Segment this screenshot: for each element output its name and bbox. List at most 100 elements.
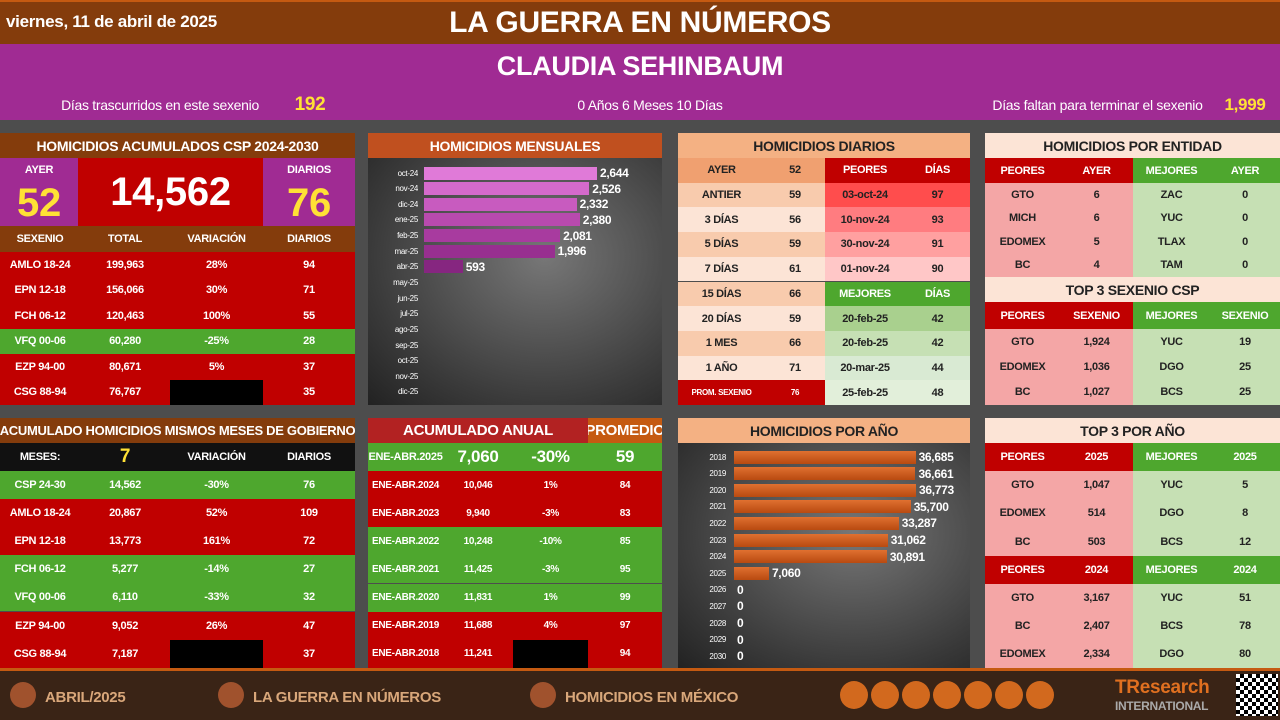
table-cell [513, 639, 588, 668]
category-label: jun-25 [397, 293, 418, 303]
value-label: 593 [465, 259, 485, 274]
table-cell: 03-oct-24 [825, 182, 905, 208]
social-icon[interactable] [933, 681, 961, 709]
category-label: may-25 [393, 277, 418, 287]
column-header: 2025 [1060, 443, 1133, 471]
table-cell: 6,110 [80, 583, 170, 612]
social-icon[interactable] [840, 681, 868, 709]
table-cell: 5% [170, 354, 263, 380]
value-label: 30,891 [889, 549, 925, 564]
table-cell: EDOMEX [985, 499, 1060, 528]
qr-code [1236, 674, 1278, 716]
value-label: 0 [737, 582, 744, 597]
table-cell: 80,671 [80, 354, 170, 380]
table-cell: EDOMEX [985, 640, 1060, 668]
table-cell: YUC [1133, 206, 1210, 230]
table-cell: BCS [1133, 612, 1210, 640]
category-label: dic-25 [398, 387, 418, 397]
column-header: DIARIOS [263, 226, 355, 252]
table-cell: EPN 12-18 [0, 277, 80, 303]
value-label: 36,685 [918, 450, 954, 464]
table-cell: 56 [765, 207, 825, 233]
table-cell: BCS [1133, 379, 1210, 405]
column-header: AYER [1210, 158, 1280, 183]
table-cell: VFQ 00-06 [0, 328, 80, 354]
table-cell: 2,334 [1060, 640, 1133, 668]
column-header: DIARIOS [263, 443, 355, 471]
table-cell: 37 [263, 354, 355, 380]
column-header: SEXENIO [1060, 302, 1133, 329]
table-cell: 199,963 [80, 252, 170, 278]
table-cell: 1,027 [1060, 379, 1133, 405]
table-cell: 1% [513, 583, 588, 612]
panel-title: HOMICIDIOS ACUMULADOS CSP 2024-2030 [0, 133, 355, 158]
table-cell: 11,241 [443, 639, 513, 668]
table-cell: DGO [1133, 354, 1210, 380]
value-label: 2,332 [579, 197, 609, 212]
table-cell: MEJORES [825, 281, 905, 307]
table-cell: ANTIER [678, 182, 765, 208]
table-cell: 7,060 [443, 443, 513, 472]
social-icon[interactable] [902, 681, 930, 709]
category-label: nov-24 [395, 184, 418, 194]
table-cell: 1,036 [1060, 354, 1133, 380]
table-cell: GTO [985, 183, 1060, 207]
elapsed-value: 192 [294, 94, 326, 115]
panel-title: HOMICIDIOS DIARIOS [678, 133, 970, 158]
column-header: MEJORES [1133, 302, 1210, 329]
box [0, 158, 78, 226]
bar [734, 500, 911, 514]
table-cell: 2,407 [1060, 612, 1133, 640]
table-cell: 7 DÍAS [678, 256, 765, 282]
value-label: 2,644 [600, 166, 629, 180]
table-cell: 97 [588, 611, 662, 640]
table-cell: ENE-ABR.2023 [368, 499, 443, 528]
bar [734, 467, 916, 481]
table-cell: 12 [1210, 527, 1280, 556]
category-label: 2022 [709, 518, 726, 528]
table-cell: FCH 06-12 [0, 555, 80, 584]
social-icon[interactable] [871, 681, 899, 709]
value-label: 2,380 [582, 212, 612, 227]
value-label: 1,996 [557, 244, 587, 259]
table-cell: 91 [905, 232, 970, 257]
category-label: 2020 [709, 485, 726, 495]
social-icon[interactable] [964, 681, 992, 709]
category-label: 2027 [709, 601, 726, 611]
table-cell: 76 [765, 380, 825, 405]
table-cell: EPN 12-18 [0, 527, 80, 556]
table-cell: 3,167 [1060, 584, 1133, 612]
bar [424, 197, 577, 211]
table-cell: -3% [513, 555, 588, 584]
table-cell: 42 [905, 330, 970, 356]
table-cell: 30% [170, 277, 263, 303]
category-label: 2030 [709, 651, 726, 661]
table-cell: PEORES [825, 158, 905, 183]
table-cell: 78 [1210, 612, 1280, 640]
table-cell: 30-nov-24 [825, 232, 905, 257]
table-cell: 5 [1210, 471, 1280, 500]
value-label: 36,661 [918, 466, 954, 481]
table-cell: VFQ 00-06 [0, 583, 80, 612]
column-header: ACUMULADO ANUAL [368, 418, 588, 443]
table-cell: AMLO 18-24 [0, 499, 80, 528]
category-label: 2023 [709, 535, 726, 545]
column-header: PROMEDIO [588, 418, 662, 443]
column-header: TOTAL [80, 226, 170, 252]
bar [424, 260, 463, 274]
table-cell: BCS [1133, 527, 1210, 556]
table-cell: 13,773 [80, 527, 170, 556]
social-icon[interactable] [995, 681, 1023, 709]
table-cell: 99 [588, 583, 662, 612]
category-label: dic-24 [398, 199, 418, 209]
panel-title: TOP 3 POR AÑO [985, 418, 1280, 443]
table-cell: 10,248 [443, 527, 513, 556]
bar [424, 182, 590, 196]
value-label: 2,081 [563, 228, 592, 243]
table-cell: 0 [1210, 253, 1280, 277]
table-cell: 94 [588, 639, 662, 668]
footer-icon [530, 682, 556, 708]
social-icon[interactable] [1026, 681, 1054, 709]
table-cell: BC [985, 612, 1060, 640]
